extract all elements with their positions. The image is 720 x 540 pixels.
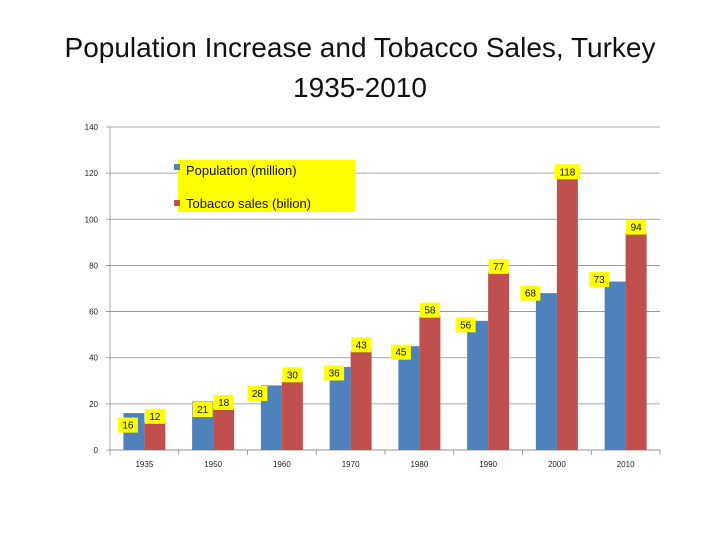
data-label-tobacco-box bbox=[282, 367, 303, 383]
data-label-population-box bbox=[247, 385, 268, 401]
data-label-tobacco: 12 bbox=[149, 412, 161, 423]
data-label-tobacco: 18 bbox=[218, 398, 230, 409]
bar-population bbox=[604, 281, 626, 450]
y-tick-label: 40 bbox=[89, 354, 98, 363]
data-label-population: 16 bbox=[122, 421, 134, 432]
bar-population bbox=[535, 293, 557, 450]
x-tick-label: 1970 bbox=[342, 460, 360, 469]
legend-swatch-tobacco bbox=[174, 200, 180, 206]
y-tick-label: 0 bbox=[94, 446, 99, 455]
legend-swatch-population bbox=[174, 164, 180, 170]
legend-box bbox=[178, 160, 355, 212]
chart-title: Population Increase and Tobacco Sales, T… bbox=[0, 28, 720, 108]
bar-tobacco bbox=[281, 380, 303, 450]
bar-tobacco bbox=[556, 177, 578, 450]
x-tick-label: 2000 bbox=[548, 460, 566, 469]
y-tick-label: 100 bbox=[85, 215, 99, 224]
legend-label-population: Population (million) bbox=[186, 163, 297, 178]
chart-title-line-2: 1935-2010 bbox=[293, 72, 427, 103]
y-tick-label: 60 bbox=[89, 308, 98, 317]
bar-tobacco bbox=[213, 408, 235, 450]
bar-population bbox=[398, 346, 420, 450]
data-label-population: 36 bbox=[329, 368, 341, 379]
bars bbox=[123, 177, 647, 450]
data-label-population-box bbox=[455, 317, 476, 333]
data-label-tobacco: 77 bbox=[493, 262, 505, 273]
data-label-population: 73 bbox=[594, 275, 606, 286]
data-label-tobacco-box bbox=[144, 408, 165, 424]
legend-label-tobacco: Tobacco sales (bilion) bbox=[186, 196, 311, 211]
y-axis: 0 20 40 60 80 100 120 140 bbox=[85, 123, 111, 455]
data-label-tobacco-box bbox=[626, 219, 647, 235]
y-tick-label: 80 bbox=[89, 261, 98, 270]
data-label-population: 21 bbox=[197, 405, 209, 416]
data-label-tobacco-box bbox=[419, 302, 440, 318]
data-label-population-box bbox=[117, 417, 138, 433]
x-tick-label: 2010 bbox=[617, 460, 635, 469]
data-label-tobacco: 94 bbox=[631, 223, 643, 234]
x-tick-label: 1950 bbox=[204, 460, 222, 469]
bar-tobacco bbox=[419, 316, 441, 450]
y-tick-label: 20 bbox=[89, 400, 98, 409]
x-tick-label: 1935 bbox=[135, 460, 153, 469]
chart-title-line-1: Population Increase and Tobacco Sales, T… bbox=[64, 32, 656, 63]
data-label-population-box bbox=[520, 285, 541, 301]
bar-tobacco bbox=[488, 272, 510, 450]
bar-tobacco bbox=[350, 350, 372, 450]
x-tick-label: 1980 bbox=[410, 460, 428, 469]
x-tick-label: 1960 bbox=[273, 460, 291, 469]
bar-population bbox=[329, 366, 351, 450]
data-label-population: 56 bbox=[460, 320, 472, 331]
legend: Population (million) Tobacco sales (bilio… bbox=[174, 160, 355, 212]
bar-tobacco bbox=[625, 233, 647, 450]
data-label-tobacco-box bbox=[554, 164, 581, 180]
data-label-population-box bbox=[192, 402, 213, 418]
bar-population bbox=[467, 320, 489, 450]
bar-population bbox=[260, 385, 282, 450]
bar-tobacco bbox=[144, 422, 166, 450]
data-label-population-box bbox=[589, 272, 610, 288]
data-label-tobacco: 118 bbox=[559, 167, 575, 178]
data-label-tobacco: 58 bbox=[424, 306, 436, 317]
data-label-population-box bbox=[324, 365, 345, 381]
data-labels: 12 18 30 43 58 77 118 94 16 21 28 36 45 56 68 73 bbox=[117, 164, 647, 433]
data-label-tobacco: 30 bbox=[287, 370, 299, 381]
x-axis: 1935 1950 1960 1970 1980 1990 2000 2010 bbox=[109, 449, 661, 469]
x-tick-label: 1990 bbox=[479, 460, 497, 469]
data-label-population: 45 bbox=[395, 348, 407, 359]
y-tick-label: 120 bbox=[85, 169, 99, 178]
data-label-tobacco-box bbox=[351, 337, 372, 353]
y-tick-label: 140 bbox=[85, 123, 99, 132]
data-label-tobacco-box bbox=[488, 258, 509, 274]
data-label-tobacco-box bbox=[213, 394, 234, 410]
data-label-tobacco: 43 bbox=[356, 340, 368, 351]
data-label-population: 28 bbox=[252, 389, 264, 400]
data-label-population: 68 bbox=[525, 289, 537, 300]
data-label-population-box bbox=[390, 344, 411, 360]
